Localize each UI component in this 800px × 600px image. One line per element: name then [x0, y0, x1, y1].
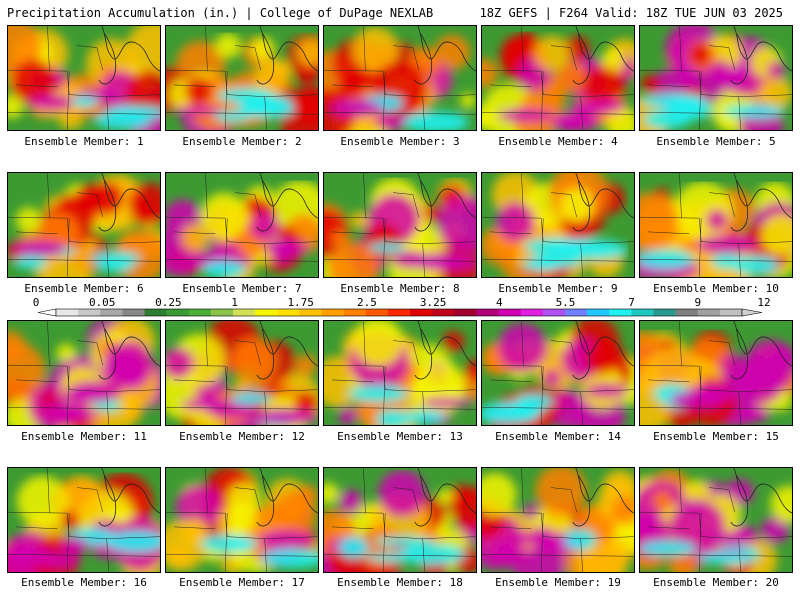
ensemble-member-label: Ensemble Member: 18	[337, 576, 463, 589]
ensemble-member-map	[323, 320, 477, 426]
colorbar-tick-label: 7	[628, 296, 635, 309]
ensemble-member-map	[323, 172, 477, 278]
colorbar-tick-label: 0.05	[88, 296, 116, 309]
ensemble-member-map	[323, 467, 477, 573]
ensemble-member-map	[165, 320, 319, 426]
map-title: Precipitation Accumulation (in.) | Colle…	[7, 6, 434, 20]
ensemble-member-label: Ensemble Member: 5	[656, 135, 776, 148]
ensemble-member-map	[481, 320, 635, 426]
ensemble-member-label: Ensemble Member: 1	[24, 135, 144, 148]
colorbar-tick-label: 0.25	[155, 296, 182, 309]
ensemble-member-map	[639, 25, 793, 131]
ensemble-member-label: Ensemble Member: 17	[179, 576, 305, 589]
ensemble-member-label: Ensemble Member: 2	[182, 135, 302, 148]
colorbar-tick-label: 0	[32, 296, 40, 309]
colorbar-tick-label: 4	[495, 296, 503, 309]
ensemble-member-map	[7, 172, 161, 278]
ensemble-member-label: Ensemble Member: 13	[337, 430, 463, 443]
colorbar-tick-label: 3.25	[419, 296, 447, 309]
ensemble-member-map	[639, 172, 793, 278]
colorbar-tick-label: 1.75	[287, 296, 314, 309]
ensemble-member-label: Ensemble Member: 20	[653, 576, 779, 589]
ensemble-member-map	[481, 25, 635, 131]
colorbar-tick-label: 1	[231, 296, 238, 309]
ensemble-member-label: Ensemble Member: 9	[498, 282, 618, 295]
ensemble-member-label: Ensemble Member: 19	[495, 576, 621, 589]
precipitation-colorbar	[37, 308, 763, 317]
ensemble-member-label: Ensemble Member: 14	[495, 430, 621, 443]
ensemble-member-map	[7, 25, 161, 131]
ensemble-member-label: Ensemble Member: 16	[21, 576, 147, 589]
ensemble-member-map	[7, 320, 161, 426]
colorbar-tick-label: 5.5	[555, 296, 576, 309]
ensemble-member-map	[165, 172, 319, 278]
ensemble-member-map	[639, 467, 793, 573]
ensemble-member-map	[7, 467, 161, 573]
ensemble-member-map	[165, 467, 319, 573]
ensemble-member-label: Ensemble Member: 10	[653, 282, 779, 295]
ensemble-member-map	[481, 172, 635, 278]
colorbar-tick-label: 2.5	[356, 296, 377, 309]
ensemble-member-label: Ensemble Member: 11	[21, 430, 147, 443]
ensemble-member-label: Ensemble Member: 3	[340, 135, 460, 148]
ensemble-member-label: Ensemble Member: 12	[179, 430, 305, 443]
model-run-info: 18Z GEFS | F264 Valid: 18Z TUE JUN 03 20…	[479, 6, 783, 20]
colorbar-tick-label: 9	[694, 296, 702, 309]
ensemble-member-map	[323, 25, 477, 131]
ensemble-member-map	[639, 320, 793, 426]
ensemble-member-label: Ensemble Member: 8	[340, 282, 460, 295]
colorbar-tick-label: 12	[757, 296, 771, 309]
ensemble-member-map	[481, 467, 635, 573]
ensemble-member-map	[165, 25, 319, 131]
ensemble-member-label: Ensemble Member: 4	[498, 135, 618, 148]
ensemble-member-label: Ensemble Member: 15	[653, 430, 779, 443]
ensemble-member-label: Ensemble Member: 6	[24, 282, 144, 295]
ensemble-member-label: Ensemble Member: 7	[182, 282, 302, 295]
